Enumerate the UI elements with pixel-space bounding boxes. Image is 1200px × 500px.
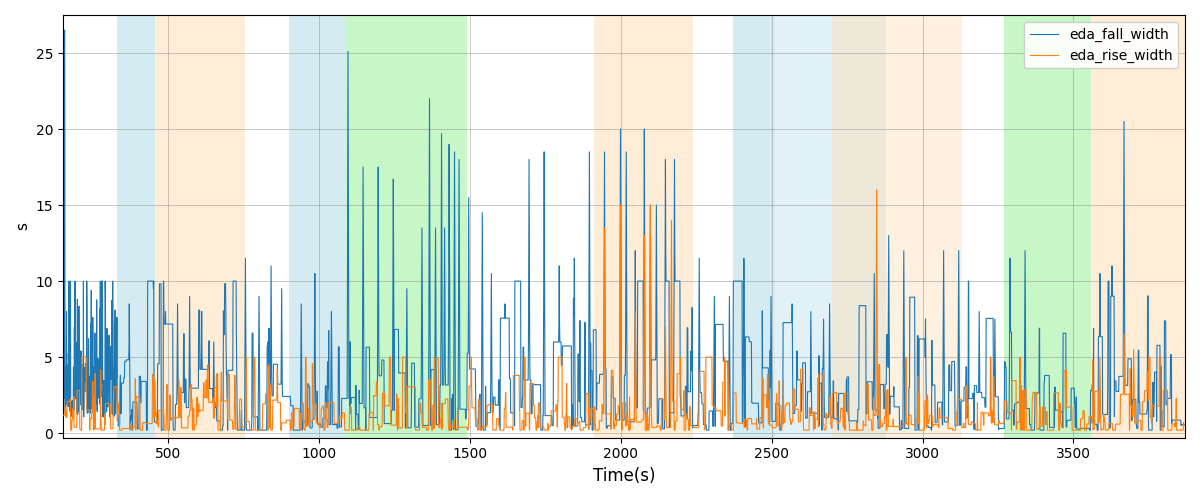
eda_fall_width bbox=[125, 427, 139, 433]
Bar bbox=[832, 15, 961, 438]
X-axis label: Time(s): Time(s) bbox=[593, 467, 655, 485]
Bar bbox=[1092, 15, 1186, 438]
eda_rise_width bbox=[596, 362, 611, 368]
eda_rise_width bbox=[55, 412, 70, 418]
Bar bbox=[1004, 15, 1092, 438]
eda_fall_width bbox=[1169, 417, 1183, 423]
Bar bbox=[775, 15, 887, 438]
eda_rise_width bbox=[942, 426, 956, 432]
eda_fall_width bbox=[942, 362, 956, 368]
eda_fall_width bbox=[58, 27, 72, 33]
eda_fall_width bbox=[596, 242, 611, 248]
eda_fall_width bbox=[1178, 422, 1193, 428]
eda_rise_width bbox=[691, 424, 706, 430]
Legend: eda_fall_width, eda_rise_width: eda_fall_width, eda_rise_width bbox=[1025, 22, 1178, 68]
Bar bbox=[118, 15, 155, 438]
eda_rise_width bbox=[541, 427, 556, 433]
Bar bbox=[289, 15, 347, 438]
eda_fall_width bbox=[691, 411, 706, 417]
Line: eda_fall_width: eda_fall_width bbox=[62, 30, 1186, 430]
eda_rise_width bbox=[870, 187, 884, 193]
Bar bbox=[594, 15, 694, 438]
Line: eda_rise_width: eda_rise_width bbox=[62, 190, 1186, 430]
eda_fall_width bbox=[55, 374, 70, 380]
Bar bbox=[347, 15, 467, 438]
eda_rise_width bbox=[1178, 422, 1193, 428]
Bar bbox=[155, 15, 245, 438]
eda_rise_width bbox=[1169, 396, 1183, 402]
eda_fall_width bbox=[566, 296, 581, 302]
eda_fall_width bbox=[541, 412, 556, 418]
eda_rise_width bbox=[566, 423, 581, 429]
eda_rise_width bbox=[64, 427, 78, 433]
Bar bbox=[732, 15, 775, 438]
Y-axis label: s: s bbox=[16, 222, 30, 230]
